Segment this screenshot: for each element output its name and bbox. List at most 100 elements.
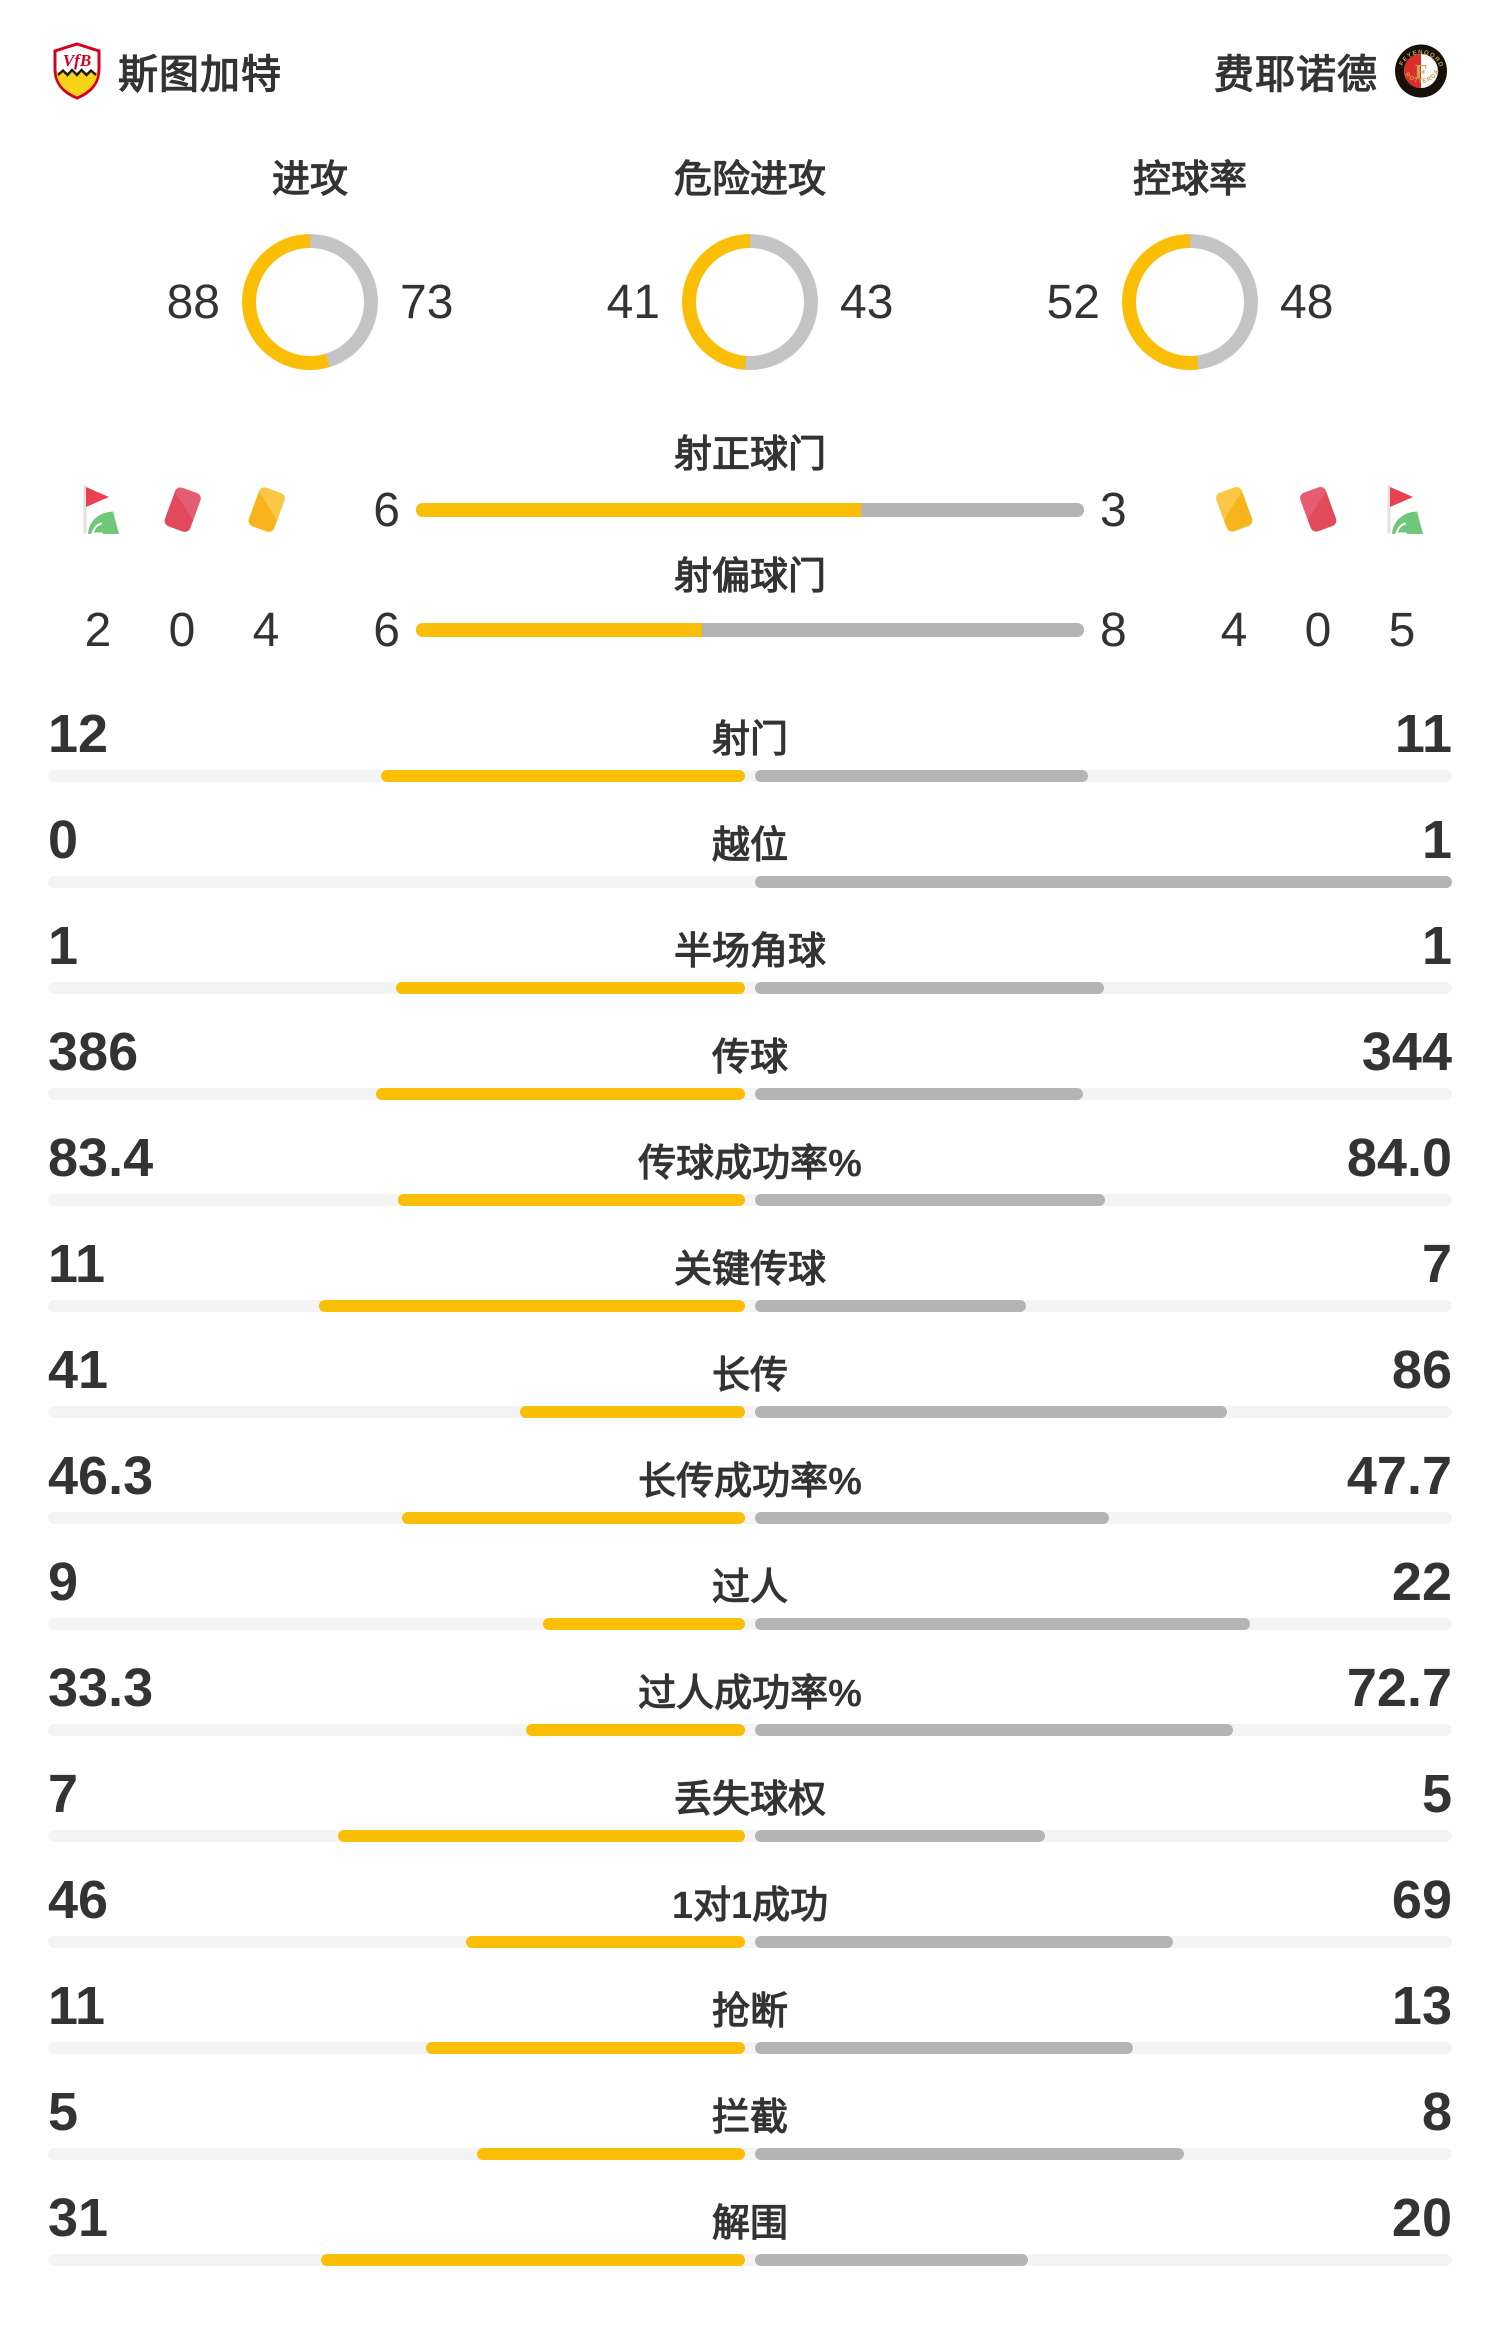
stat-label: 解围 <box>711 2203 788 2245</box>
stat-row: 31 解围 20 <box>48 2190 1452 2266</box>
donut-away-value: 73 <box>400 275 454 329</box>
donut-metric: 危险进攻 41 43 <box>530 156 970 370</box>
donut-metric-title: 控球率 <box>1132 159 1247 201</box>
away-team: 费耶诺德 FEYENOORD ROTTERDAM F <box>1214 42 1448 100</box>
stat-bar-track <box>48 876 1452 888</box>
shots-off-target-label: 射偏球门 <box>673 556 826 598</box>
stat-bar-away-fill <box>755 2254 1028 2266</box>
stat-row: 41 长传 86 <box>48 1342 1452 1418</box>
stat-label: 关键传球 <box>673 1249 826 1291</box>
stat-away-value: 69 <box>1391 1870 1452 1930</box>
stat-label: 半场角球 <box>673 931 826 973</box>
shots-on-target-home-value: 6 <box>373 483 400 537</box>
stat-home-value: 11 <box>48 1234 106 1294</box>
stat-away-value: 47.7 <box>1346 1446 1452 1506</box>
stat-bar-home-fill <box>426 2042 745 2054</box>
corner-flag-icon <box>1387 485 1423 535</box>
stat-row: 83.4 传球成功率% 84.0 <box>48 1130 1452 1206</box>
match-header: VfB 斯图加特 费耶诺德 FEYENOORD ROTTERDAM F <box>0 0 1500 100</box>
stat-bar-home-fill <box>477 2148 745 2160</box>
stat-bar-home-fill <box>319 1300 745 1312</box>
red-card-icon <box>1300 486 1337 532</box>
stat-line: 31 解围 20 <box>48 2190 1452 2246</box>
stat-line: 41 长传 86 <box>48 1342 1452 1398</box>
stat-away-value: 344 <box>1361 1022 1452 1082</box>
stat-row: 7 丢失球权 5 <box>48 1766 1452 1842</box>
home-discipline-counts: 2 0 4 <box>56 603 308 658</box>
stat-bar-track <box>48 982 1452 994</box>
stat-row: 9 过人 22 <box>48 1554 1452 1630</box>
away-red-cards-count: 0 <box>1304 603 1332 657</box>
shots-off-target-away-fill <box>702 623 1084 637</box>
stat-bar-track <box>48 1088 1452 1100</box>
stat-label: 射门 <box>711 719 788 761</box>
home-yellow-cards-count: 4 <box>252 603 280 657</box>
svg-text:VfB: VfB <box>63 51 91 70</box>
stat-line: 1 半场角球 1 <box>48 918 1452 974</box>
stat-bar-away-fill <box>755 1830 1045 1842</box>
stat-bar-track <box>48 1300 1452 1312</box>
stat-line: 11 关键传球 7 <box>48 1236 1452 1292</box>
stat-away-value: 72.7 <box>1346 1658 1452 1718</box>
stat-bar-track <box>48 1194 1452 1206</box>
stat-bar-away-fill <box>755 1088 1083 1100</box>
stat-home-value: 11 <box>48 1976 106 2036</box>
stat-label: 拦截 <box>711 2097 788 2139</box>
donut-home-value: 52 <box>1046 275 1100 329</box>
donut-metric-title: 危险进攻 <box>673 159 826 201</box>
stat-away-value: 22 <box>1391 1552 1452 1612</box>
stat-bar-away-fill <box>755 1300 1026 1312</box>
stat-bar-away-fill <box>755 2042 1133 2054</box>
stat-away-value: 86 <box>1391 1340 1452 1400</box>
stat-row: 12 射门 11 <box>48 706 1452 782</box>
stat-label: 传球 <box>711 1037 788 1079</box>
stat-bar-home-fill <box>321 2254 745 2266</box>
stat-away-value: 11 <box>1394 704 1452 764</box>
stat-away-value: 1 <box>1421 810 1452 870</box>
stat-home-value: 1 <box>48 916 79 976</box>
stat-bar-home-fill <box>466 1936 745 1948</box>
away-team-name: 费耶诺德 <box>1214 53 1378 97</box>
stat-label: 1对1成功 <box>671 1885 829 1927</box>
stat-bar-track <box>48 2148 1452 2160</box>
stat-bar-away-fill <box>755 1724 1233 1736</box>
stat-home-value: 33.3 <box>48 1658 154 1718</box>
donut-away-value: 43 <box>840 275 894 329</box>
donut-metric-row: 88 73 <box>90 234 530 370</box>
yellow-card-icon <box>248 487 285 532</box>
shots-on-target-row: 6 3 <box>0 478 1500 542</box>
shots-on-target-away-fill <box>861 503 1084 517</box>
shots-off-target-away-value: 8 <box>1100 603 1127 657</box>
stat-bar-away-fill <box>755 1406 1227 1418</box>
donut-ring-chart <box>682 234 818 370</box>
away-yellow-cards-count: 4 <box>1220 603 1248 657</box>
stat-line: 83.4 传球成功率% 84.0 <box>48 1130 1452 1186</box>
donut-home-value: 41 <box>606 275 660 329</box>
stat-label: 传球成功率% <box>638 1143 862 1185</box>
stat-away-value: 1 <box>1421 916 1452 976</box>
donut-ring-chart <box>242 234 378 370</box>
stat-bar-track <box>48 770 1452 782</box>
stat-home-value: 46.3 <box>48 1446 154 1506</box>
stat-home-value: 46 <box>48 1870 109 1930</box>
stat-bar-home-fill <box>543 1618 745 1630</box>
stat-away-value: 5 <box>1421 1764 1452 1824</box>
stat-bar-track <box>48 1936 1452 1948</box>
stat-home-value: 9 <box>48 1552 79 1612</box>
corner-flag-icon <box>83 485 119 535</box>
stat-row: 0 越位 1 <box>48 812 1452 888</box>
stat-row: 386 传球 344 <box>48 1024 1452 1100</box>
donut-home-value: 88 <box>166 275 220 329</box>
stat-row: 5 拦截 8 <box>48 2084 1452 2160</box>
stat-line: 33.3 过人成功率% 72.7 <box>48 1660 1452 1716</box>
stat-bar-away-fill <box>755 876 1452 888</box>
stat-line: 46.3 长传成功率% 47.7 <box>48 1448 1452 1504</box>
home-team-name: 斯图加特 <box>118 53 282 97</box>
stat-bar-away-fill <box>755 1618 1250 1630</box>
away-corners-count: 5 <box>1388 603 1416 657</box>
stat-row: 11 抢断 13 <box>48 1978 1452 2054</box>
feyenoord-crest-icon: FEYENOORD ROTTERDAM F <box>1394 44 1447 98</box>
stat-line: 9 过人 22 <box>48 1554 1452 1610</box>
stat-bar-away-fill <box>755 982 1104 994</box>
shots-off-target-home-fill <box>416 623 703 637</box>
